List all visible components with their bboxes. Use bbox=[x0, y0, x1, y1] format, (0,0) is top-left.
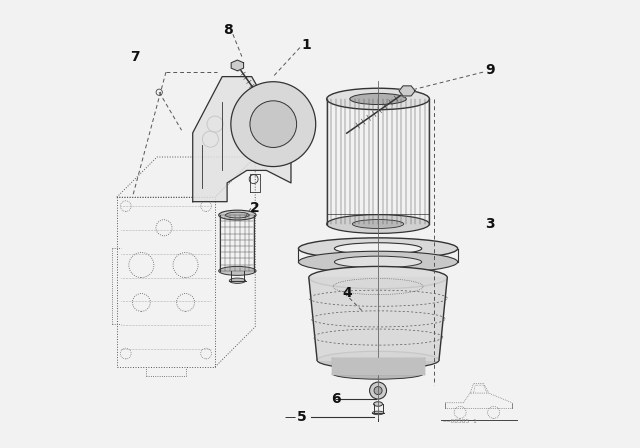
Ellipse shape bbox=[326, 88, 429, 110]
Text: 4: 4 bbox=[342, 286, 351, 300]
Ellipse shape bbox=[350, 93, 406, 104]
Text: 7: 7 bbox=[130, 50, 140, 64]
Polygon shape bbox=[309, 278, 447, 360]
Ellipse shape bbox=[353, 220, 404, 228]
Ellipse shape bbox=[332, 368, 424, 379]
Polygon shape bbox=[231, 60, 244, 71]
Circle shape bbox=[374, 387, 382, 395]
Ellipse shape bbox=[219, 210, 256, 220]
Text: 8: 8 bbox=[223, 23, 234, 37]
Ellipse shape bbox=[326, 215, 429, 233]
Text: 1: 1 bbox=[301, 39, 312, 52]
Ellipse shape bbox=[374, 402, 383, 406]
Polygon shape bbox=[193, 77, 291, 202]
Ellipse shape bbox=[298, 251, 458, 273]
Ellipse shape bbox=[225, 212, 249, 218]
Text: ~~08585 1: ~~08585 1 bbox=[443, 419, 477, 424]
Ellipse shape bbox=[335, 243, 422, 254]
Ellipse shape bbox=[229, 278, 246, 284]
Circle shape bbox=[231, 82, 316, 167]
Polygon shape bbox=[332, 358, 424, 374]
Text: 2: 2 bbox=[250, 201, 260, 215]
Circle shape bbox=[369, 382, 387, 399]
Circle shape bbox=[250, 101, 296, 147]
Ellipse shape bbox=[372, 411, 384, 415]
Ellipse shape bbox=[335, 256, 422, 268]
Text: 5: 5 bbox=[297, 410, 307, 424]
Text: 6: 6 bbox=[331, 392, 340, 406]
Text: 3: 3 bbox=[485, 217, 495, 231]
Text: 9: 9 bbox=[485, 63, 495, 77]
Ellipse shape bbox=[298, 238, 458, 259]
Text: —: — bbox=[284, 412, 295, 422]
Ellipse shape bbox=[219, 267, 256, 276]
Ellipse shape bbox=[309, 267, 447, 289]
Polygon shape bbox=[399, 86, 415, 96]
Ellipse shape bbox=[317, 351, 439, 369]
